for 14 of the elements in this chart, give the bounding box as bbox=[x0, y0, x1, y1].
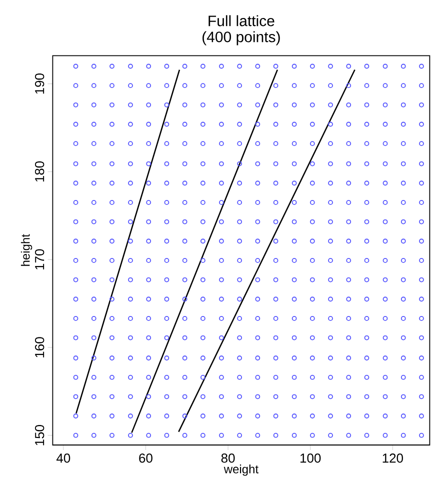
chart-subtitle: (400 points) bbox=[202, 31, 280, 46]
x-tick-label: 80 bbox=[221, 454, 235, 463]
y-tick-label: 150 bbox=[34, 425, 44, 446]
chart-title: Full lattice bbox=[208, 15, 274, 26]
y-tick-label: 160 bbox=[34, 337, 44, 358]
y-tick-label: 170 bbox=[34, 249, 44, 270]
x-tick-label: 100 bbox=[300, 454, 321, 463]
x-tick-label: 120 bbox=[382, 454, 403, 463]
x-tick-label: 40 bbox=[56, 454, 70, 463]
x-axis-title: weight bbox=[224, 464, 258, 476]
y-tick-label: 180 bbox=[34, 161, 44, 182]
y-axis-title: height bbox=[20, 234, 32, 266]
x-tick-label: 60 bbox=[139, 454, 152, 463]
y-tick-label: 190 bbox=[34, 73, 44, 94]
